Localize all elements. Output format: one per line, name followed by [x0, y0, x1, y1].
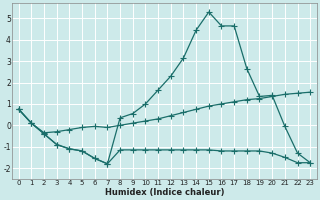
X-axis label: Humidex (Indice chaleur): Humidex (Indice chaleur)	[105, 188, 224, 197]
